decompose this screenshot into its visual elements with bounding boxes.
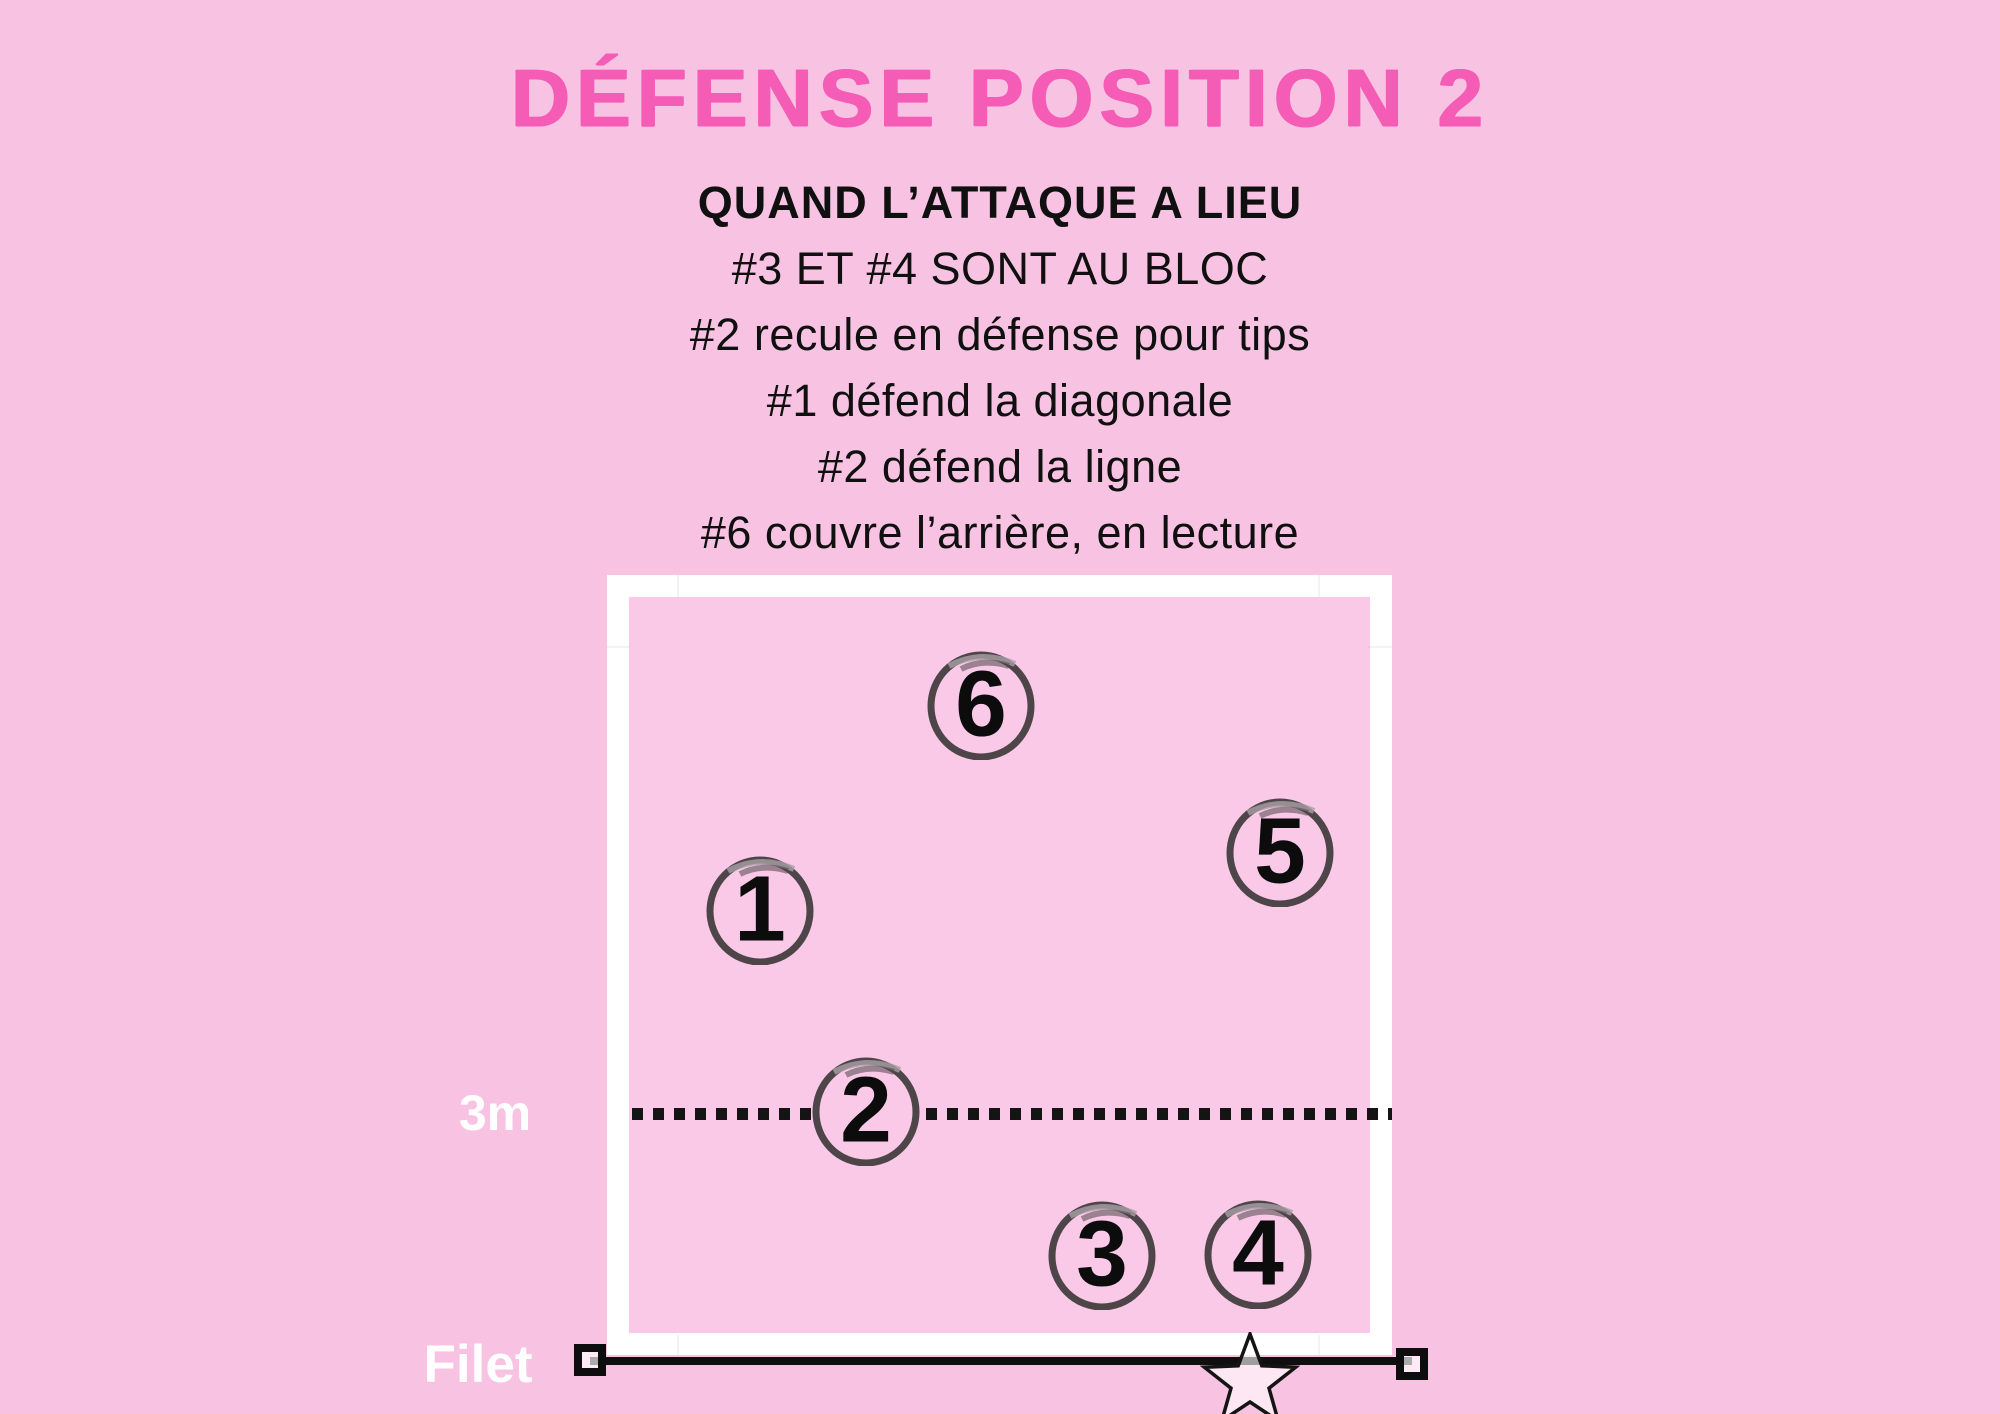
hand-drawn-circle-icon bbox=[1204, 1200, 1312, 1309]
three-meter-dotted-line bbox=[632, 1108, 1392, 1120]
instruction-line-4: #1 défend la diagonale bbox=[766, 375, 1234, 426]
court-border-seam bbox=[607, 646, 630, 648]
court-border-seam bbox=[677, 1335, 679, 1355]
player-number: 4 bbox=[1232, 1200, 1284, 1305]
player-number: 6 bbox=[955, 651, 1007, 756]
hand-drawn-circle-icon bbox=[812, 1057, 920, 1166]
three-meter-label: 3m bbox=[458, 1085, 532, 1141]
player-number: 5 bbox=[1254, 798, 1306, 903]
attack-star-icon bbox=[1200, 1332, 1300, 1414]
hand-drawn-circle-icon bbox=[706, 856, 814, 965]
instruction-line-5: #2 défend la ligne bbox=[817, 441, 1183, 492]
court-border-seam bbox=[677, 575, 679, 597]
instructions-block: QUAND L’ATTAQUE A LIEU #3 ET #4 SONT AU … bbox=[0, 170, 2000, 566]
net-line bbox=[590, 1357, 1412, 1365]
player-number: 2 bbox=[840, 1057, 892, 1162]
instruction-line-3: #2 recule en défense pour tips bbox=[689, 309, 1311, 360]
player-marker-4: 4 bbox=[1202, 1197, 1314, 1309]
instruction-line-6: #6 couvre l’arrière, en lecture bbox=[700, 507, 1300, 558]
net-post-left bbox=[574, 1344, 606, 1376]
instruction-line-2: #3 ET #4 SONT AU BLOC bbox=[731, 243, 1269, 294]
net-label: Filet bbox=[423, 1335, 533, 1394]
player-number: 3 bbox=[1076, 1201, 1128, 1306]
player-marker-5: 5 bbox=[1224, 795, 1336, 907]
court-border-seam bbox=[1318, 575, 1320, 597]
page-title: DÉFENSE POSITION 2 bbox=[510, 53, 1490, 144]
hand-drawn-circle-icon bbox=[927, 651, 1035, 760]
hand-drawn-circle-icon bbox=[1226, 798, 1334, 907]
player-marker-2: 2 bbox=[810, 1054, 922, 1166]
net-post-right bbox=[1396, 1348, 1428, 1380]
player-number: 1 bbox=[734, 856, 786, 961]
player-marker-1: 1 bbox=[704, 853, 816, 965]
player-marker-3: 3 bbox=[1046, 1198, 1158, 1310]
hand-drawn-circle-icon bbox=[1048, 1201, 1156, 1310]
court-border-seam bbox=[1318, 1335, 1320, 1355]
instruction-line-1: QUAND L’ATTAQUE A LIEU bbox=[697, 177, 1303, 228]
court-border-seam bbox=[1368, 646, 1392, 648]
player-marker-6: 6 bbox=[925, 648, 1037, 760]
